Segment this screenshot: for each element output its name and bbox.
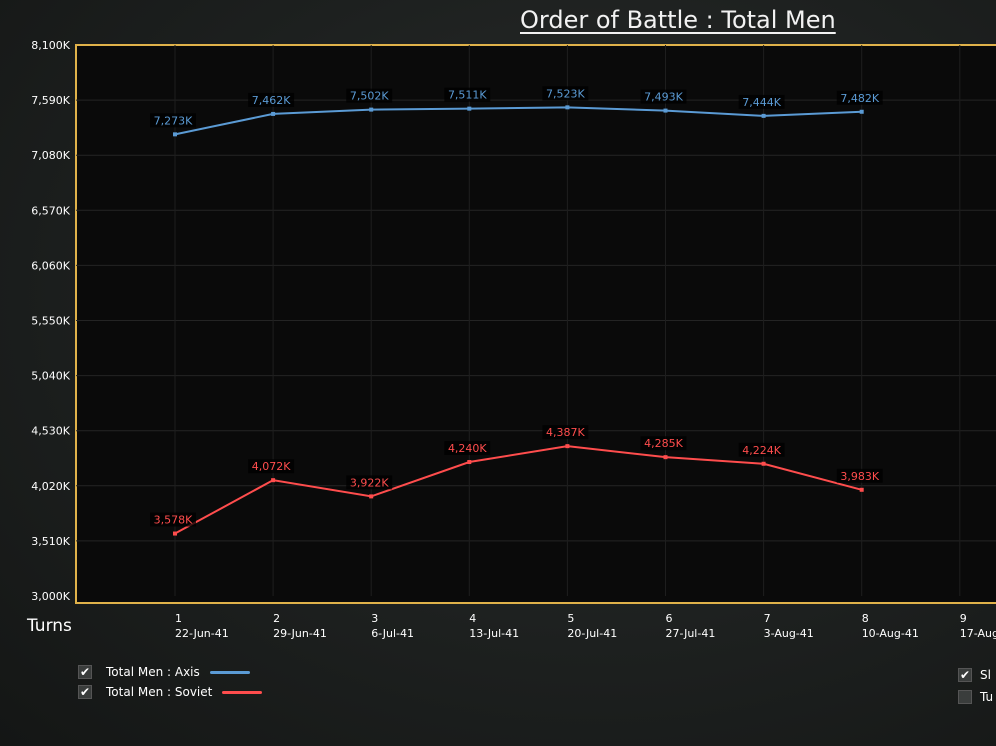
legend: ✔ Total Men : Axis ✔ Total Men : Soviet bbox=[78, 662, 263, 702]
data-label-bg bbox=[542, 86, 589, 101]
data-label: 4,240K bbox=[448, 442, 487, 455]
data-label: 7,482K bbox=[840, 92, 879, 105]
data-label: 3,578K bbox=[154, 514, 193, 527]
y-tick-label: 5,550K bbox=[31, 315, 70, 328]
x-tick-label: 9 bbox=[960, 612, 967, 625]
data-point bbox=[859, 109, 864, 114]
data-label-bg bbox=[640, 436, 687, 451]
legend-label-soviet: Total Men : Soviet bbox=[106, 685, 213, 699]
checkbox-option-1[interactable]: ✔ bbox=[958, 668, 972, 682]
x-tick-date: 6-Jul-41 bbox=[371, 627, 414, 640]
data-label: 7,523K bbox=[546, 87, 585, 100]
data-point bbox=[565, 105, 570, 110]
data-point bbox=[761, 461, 766, 466]
plot-area bbox=[75, 44, 996, 604]
data-point bbox=[271, 111, 276, 116]
x-tick-date: 10-Aug-41 bbox=[862, 627, 919, 640]
x-tick-label: 7 bbox=[764, 612, 771, 625]
data-point bbox=[173, 531, 177, 536]
x-tick-date: 20-Jul-41 bbox=[567, 627, 617, 640]
x-tick-date: 17-Aug bbox=[960, 627, 996, 640]
data-label: 7,502K bbox=[350, 90, 389, 103]
legend-item-soviet[interactable]: ✔ Total Men : Soviet bbox=[78, 682, 263, 702]
series-line-soviet bbox=[174, 445, 862, 535]
data-point bbox=[565, 444, 570, 449]
data-label-bg bbox=[542, 425, 589, 440]
y-tick-label: 4,530K bbox=[31, 425, 70, 438]
data-label-bg bbox=[248, 92, 295, 107]
y-tick-label: 4,020K bbox=[31, 480, 70, 493]
legend-item-axis[interactable]: ✔ Total Men : Axis bbox=[78, 662, 262, 682]
legend-swatch-soviet bbox=[222, 690, 263, 694]
x-tick-date: 29-Jun-41 bbox=[273, 627, 327, 640]
option-item-1[interactable]: ✔ Sl bbox=[958, 664, 993, 686]
data-label-bg bbox=[444, 441, 491, 456]
x-tick-date: 27-Jul-41 bbox=[666, 627, 716, 640]
x-tick-label: 6 bbox=[666, 612, 673, 625]
x-tick-label: 8 bbox=[862, 612, 869, 625]
data-label: 4,072K bbox=[252, 460, 291, 473]
x-tick-label: 2 bbox=[273, 612, 280, 625]
checkbox-soviet[interactable]: ✔ bbox=[78, 685, 92, 699]
data-label: 4,224K bbox=[742, 444, 781, 457]
legend-swatch-axis bbox=[209, 670, 250, 674]
x-axis-title: Turns bbox=[27, 616, 72, 636]
data-point bbox=[467, 460, 472, 465]
data-point bbox=[271, 478, 276, 483]
x-tick-date: 13-Jul-41 bbox=[469, 627, 519, 640]
x-tick-label: 3 bbox=[371, 612, 378, 625]
data-point bbox=[859, 487, 864, 492]
x-tick-date: 3-Aug-41 bbox=[764, 627, 814, 640]
checkbox-option-2[interactable] bbox=[958, 690, 972, 704]
data-label: 7,273K bbox=[154, 114, 193, 127]
series-line-axis bbox=[174, 106, 862, 136]
legend-label-axis: Total Men : Axis bbox=[106, 665, 200, 679]
data-label-bg bbox=[738, 94, 785, 109]
y-tick-label: 6,570K bbox=[31, 204, 70, 217]
data-label-bg bbox=[836, 90, 883, 105]
option-item-2[interactable]: Tu bbox=[958, 686, 993, 708]
data-point bbox=[369, 494, 374, 499]
y-tick-label: 3,000K bbox=[31, 590, 70, 603]
data-label-bg bbox=[836, 468, 883, 483]
option-label-2: Tu bbox=[980, 690, 994, 704]
chart-title: Order of Battle : Total Men bbox=[520, 6, 836, 34]
x-tick-label: 1 bbox=[175, 612, 182, 625]
x-tick-label: 4 bbox=[469, 612, 476, 625]
y-tick-label: 5,040K bbox=[31, 370, 70, 383]
data-label-bg bbox=[640, 89, 687, 104]
y-tick-label: 7,590K bbox=[31, 94, 70, 107]
data-point bbox=[173, 132, 177, 137]
y-tick-label: 7,080K bbox=[31, 149, 70, 162]
data-label: 7,444K bbox=[742, 96, 781, 109]
data-label-bg bbox=[738, 442, 785, 457]
data-label: 7,493K bbox=[644, 91, 683, 104]
data-point bbox=[369, 107, 374, 112]
data-label-bg bbox=[346, 88, 393, 103]
y-tick-label: 6,060K bbox=[31, 259, 70, 272]
data-point bbox=[663, 108, 668, 113]
data-label: 4,285K bbox=[644, 437, 683, 450]
data-label: 7,511K bbox=[448, 89, 487, 102]
x-tick-date: 22-Jun-41 bbox=[175, 627, 229, 640]
data-label-bg bbox=[150, 113, 196, 128]
x-tick-label: 5 bbox=[567, 612, 574, 625]
data-label-bg bbox=[150, 512, 196, 527]
data-point bbox=[761, 113, 766, 118]
data-label: 4,387K bbox=[546, 426, 585, 439]
data-label: 3,922K bbox=[350, 476, 389, 489]
data-point bbox=[663, 455, 668, 460]
data-label-bg bbox=[444, 87, 491, 102]
y-tick-label: 8,100K bbox=[31, 39, 70, 52]
data-label: 7,462K bbox=[252, 94, 291, 107]
data-label-bg bbox=[248, 459, 295, 474]
y-tick-label: 3,510K bbox=[31, 535, 70, 548]
data-label-bg bbox=[346, 475, 393, 490]
checkbox-axis[interactable]: ✔ bbox=[78, 665, 92, 679]
right-options: ✔ Sl Tu bbox=[958, 664, 993, 708]
option-label-1: Sl bbox=[980, 668, 991, 682]
data-point bbox=[467, 106, 472, 111]
data-label: 3,983K bbox=[840, 470, 879, 483]
